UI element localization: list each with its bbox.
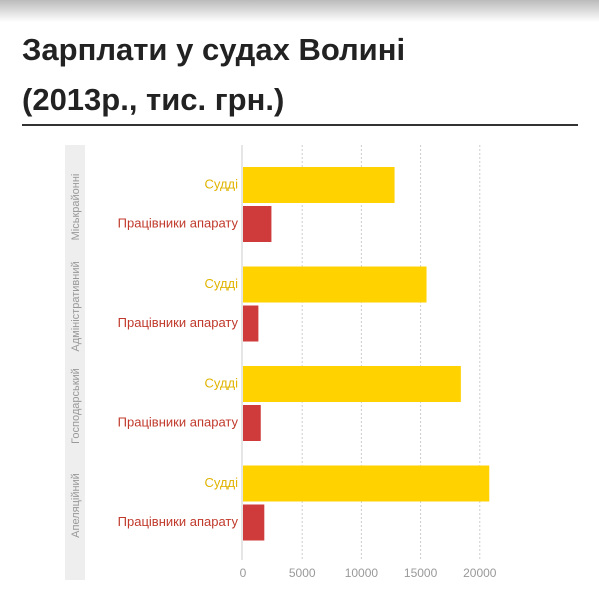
bar-label: Працівники апарату — [118, 315, 239, 330]
bar-label: Судді — [204, 176, 238, 191]
bar — [243, 405, 261, 441]
bar — [243, 206, 272, 242]
bar-label: Працівники апарату — [118, 514, 239, 529]
bar — [243, 504, 265, 541]
group-label: Апеляційний — [70, 473, 82, 538]
group-label: Господарський — [70, 368, 82, 444]
bar-label: Працівники апарату — [118, 215, 239, 230]
bar-label: Судді — [204, 276, 238, 291]
x-tick-label: 15000 — [404, 566, 438, 580]
x-tick-label: 20000 — [463, 566, 497, 580]
bar — [243, 465, 490, 502]
bar — [243, 167, 395, 203]
x-tick-label: 0 — [240, 566, 247, 580]
bar — [243, 366, 461, 402]
bar-label: Судді — [204, 375, 238, 390]
group-label: Адміністративний — [70, 261, 82, 351]
top-shadow — [0, 0, 599, 22]
bar — [243, 266, 427, 303]
chart-title: Зарплати у судах Волині (2013р., тис. грн… — [22, 32, 405, 117]
group-label: Міськрайонні — [70, 174, 82, 241]
x-tick-label: 10000 — [345, 566, 379, 580]
group-label-column — [65, 145, 85, 580]
bar-label: Працівники апарату — [118, 414, 239, 429]
x-tick-label: 5000 — [289, 566, 316, 580]
bar — [243, 305, 259, 342]
bar-label: Судді — [204, 475, 238, 490]
